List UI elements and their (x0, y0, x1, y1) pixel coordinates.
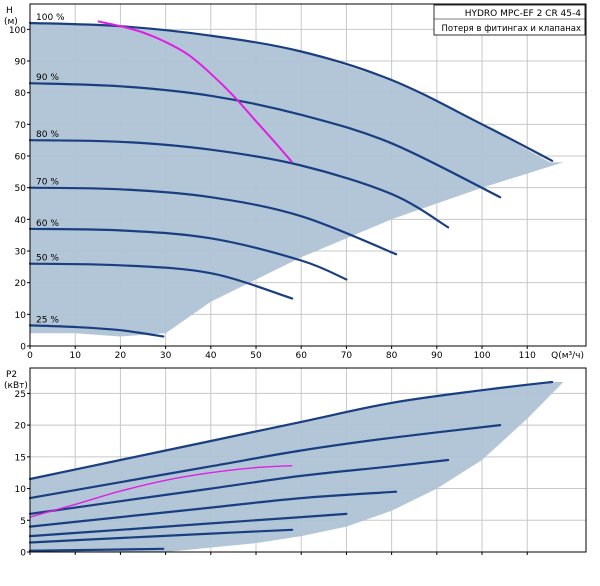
y-tick-label: 70 (15, 121, 27, 131)
x-tick-label: 100 (473, 351, 490, 361)
x-tick-label: 60 (295, 351, 307, 361)
chart-title: HYDRO MPC-EF 2 CR 45-4 (465, 9, 582, 19)
speed-label-90: 90 % (36, 73, 59, 83)
y-axis-unit: (кВт) (4, 381, 28, 391)
y-axis-unit: (м) (4, 17, 18, 27)
x-tick-label: 50 (250, 351, 262, 361)
y-axis-label: P2 (6, 370, 17, 380)
plot-frame (29, 3, 587, 347)
operating-envelope (30, 23, 564, 337)
y-tick-label: 25 (15, 390, 26, 400)
y-tick-label: 80 (15, 89, 27, 99)
x-tick-label: 20 (115, 351, 127, 361)
title-box (433, 4, 586, 36)
speed-label-100: 100 % (36, 13, 65, 23)
system-curve (29, 465, 293, 518)
speed-curve-70-percent (28, 186, 398, 256)
head-panel: 100 % 90 % 80 % 70 % 60 % 50 % 25 % 0 10 20 30 40 50… (4, 3, 587, 361)
speed-label-60: 60 % (36, 219, 59, 229)
power-panel: 0 5 10 15 20 25 P2(кВт) (4, 367, 587, 559)
x-tick-label: 70 (341, 351, 353, 361)
speed-label-70: 70 % (36, 178, 59, 188)
speed-curve-70-percent (28, 490, 398, 528)
y-tick-label: 15 (15, 453, 26, 463)
y-tick-label: 10 (15, 485, 27, 495)
operating-envelope (30, 382, 564, 552)
y-tick-label: 20 (15, 279, 27, 289)
speed-curve-90-percent (28, 424, 502, 500)
speed-curve-60-percent (28, 227, 348, 281)
chart-subtitle: Потеря в фитингах и клапанах (442, 24, 582, 34)
speed-curve-50-percent (28, 262, 294, 300)
y-tick-label: 100 (9, 26, 26, 36)
speed-curve-25-percent (28, 324, 165, 338)
speed-curve-60-percent (28, 512, 348, 538)
speed-curve-80-percent (28, 458, 450, 515)
speed-curve-25-percent (28, 547, 165, 552)
y-tick-label: 0 (20, 343, 26, 353)
speed-label-25: 25 % (36, 315, 59, 325)
y-tick-label: 30 (15, 248, 27, 258)
x-axis-label: Q(м³/ч) (551, 351, 584, 361)
x-tick-label: 40 (205, 351, 217, 361)
y-tick-label: 0 (20, 549, 26, 559)
speed-curve-90-percent (28, 82, 502, 199)
y-axis-label: H (6, 6, 13, 16)
x-tick-label: 110 (519, 351, 536, 361)
speed-curve-80-percent (28, 139, 450, 229)
system-curve (97, 20, 293, 163)
speed-label-50: 50 % (36, 254, 59, 264)
y-tick-label: 10 (15, 311, 27, 321)
y-tick-label: 40 (15, 216, 27, 226)
speed-curve-100-percent (28, 380, 554, 481)
y-tick-label: 90 (15, 58, 27, 68)
x-tick-label: 30 (160, 351, 172, 361)
y-tick-label: 60 (15, 153, 27, 163)
x-tick-label: 80 (386, 351, 398, 361)
speed-curve-50-percent (28, 528, 294, 544)
x-tick-label: 90 (431, 351, 443, 361)
y-tick-label: 20 (15, 422, 27, 432)
speed-label-80: 80 % (36, 130, 59, 140)
plot-frame (29, 367, 587, 553)
y-tick-label: 5 (20, 517, 26, 527)
x-tick-label: 0 (27, 351, 33, 361)
x-tick-label: 10 (69, 351, 81, 361)
y-tick-label: 50 (15, 184, 27, 194)
